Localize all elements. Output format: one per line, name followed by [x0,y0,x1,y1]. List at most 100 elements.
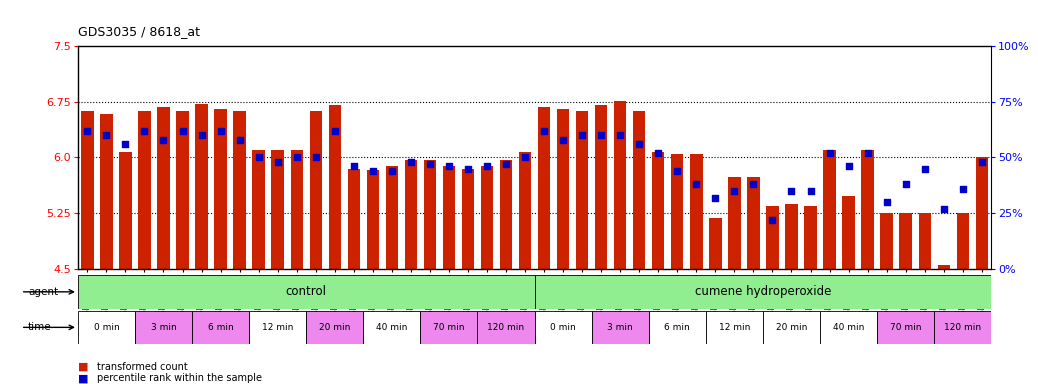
Text: ■: ■ [78,373,88,383]
Bar [192,311,249,344]
Bar [592,311,649,344]
Point [231,137,248,143]
Bar [135,311,192,344]
Point [897,181,913,187]
Bar [309,111,322,269]
Text: 3 min: 3 min [151,323,176,332]
Point [326,127,343,134]
Text: 6 min: 6 min [664,323,690,332]
Bar [291,150,303,269]
Text: cumene hydroperoxide: cumene hydroperoxide [694,285,831,298]
Point [174,127,191,134]
Bar [101,114,112,269]
Bar [976,157,988,269]
Point [878,199,895,205]
Point [840,163,856,169]
Point [117,141,134,147]
Bar [919,213,931,269]
Point [859,150,876,156]
Bar [823,150,836,269]
Bar [78,275,535,309]
Bar [477,311,535,344]
Text: agent: agent [28,287,58,297]
Bar [709,218,721,269]
Bar [747,177,760,269]
Point [421,161,438,167]
Text: 120 min: 120 min [488,323,524,332]
Bar [763,311,820,344]
Point [821,150,838,156]
Bar [766,206,778,269]
Text: 0 min: 0 min [550,323,576,332]
Bar [934,311,991,344]
Bar [519,152,531,269]
Bar [249,311,306,344]
Text: 70 min: 70 min [433,323,465,332]
Point [650,150,666,156]
Point [193,132,210,138]
Bar [900,213,911,269]
Bar [633,111,646,269]
Bar [690,154,703,269]
Point [403,159,419,165]
Bar [119,152,132,269]
Point [497,161,514,167]
Point [269,159,285,165]
Point [574,132,591,138]
Bar [195,104,208,269]
Point [593,132,609,138]
Text: 3 min: 3 min [607,323,633,332]
Bar [462,169,474,269]
Bar [672,154,683,269]
Point [764,217,781,223]
Bar [729,177,740,269]
Point [364,168,381,174]
Text: transformed count: transformed count [97,362,187,372]
Bar [649,311,706,344]
Text: GDS3035 / 8618_at: GDS3035 / 8618_at [78,25,200,38]
Bar [363,311,420,344]
Text: 6 min: 6 min [208,323,234,332]
Bar [576,111,589,269]
Text: 20 min: 20 min [775,323,808,332]
Bar [535,275,991,309]
Bar [538,107,550,269]
Point [346,163,362,169]
Point [212,127,228,134]
Bar [443,166,455,269]
Point [383,168,400,174]
Bar [481,166,493,269]
Bar [820,311,877,344]
Bar [366,170,379,269]
Point [136,127,153,134]
Text: 40 min: 40 min [376,323,408,332]
Bar [424,160,436,269]
Point [79,127,95,134]
Bar [176,111,189,269]
Bar [138,111,151,269]
Point [974,159,990,165]
Point [783,188,799,194]
Point [707,194,723,200]
Point [935,205,952,212]
Bar [272,150,283,269]
Bar [78,311,135,344]
Bar [535,311,592,344]
Bar [843,196,854,269]
Bar [158,107,169,269]
Bar [862,150,874,269]
Point [726,188,742,194]
Bar [348,169,360,269]
Point [611,132,628,138]
Point [954,185,971,192]
Point [440,163,457,169]
Text: 70 min: 70 min [890,323,922,332]
Point [250,154,267,161]
Bar [329,106,340,269]
Bar [252,150,265,269]
Text: control: control [285,285,327,298]
Point [802,188,819,194]
Point [307,154,324,161]
Bar [81,111,93,269]
Text: 40 min: 40 min [832,323,865,332]
